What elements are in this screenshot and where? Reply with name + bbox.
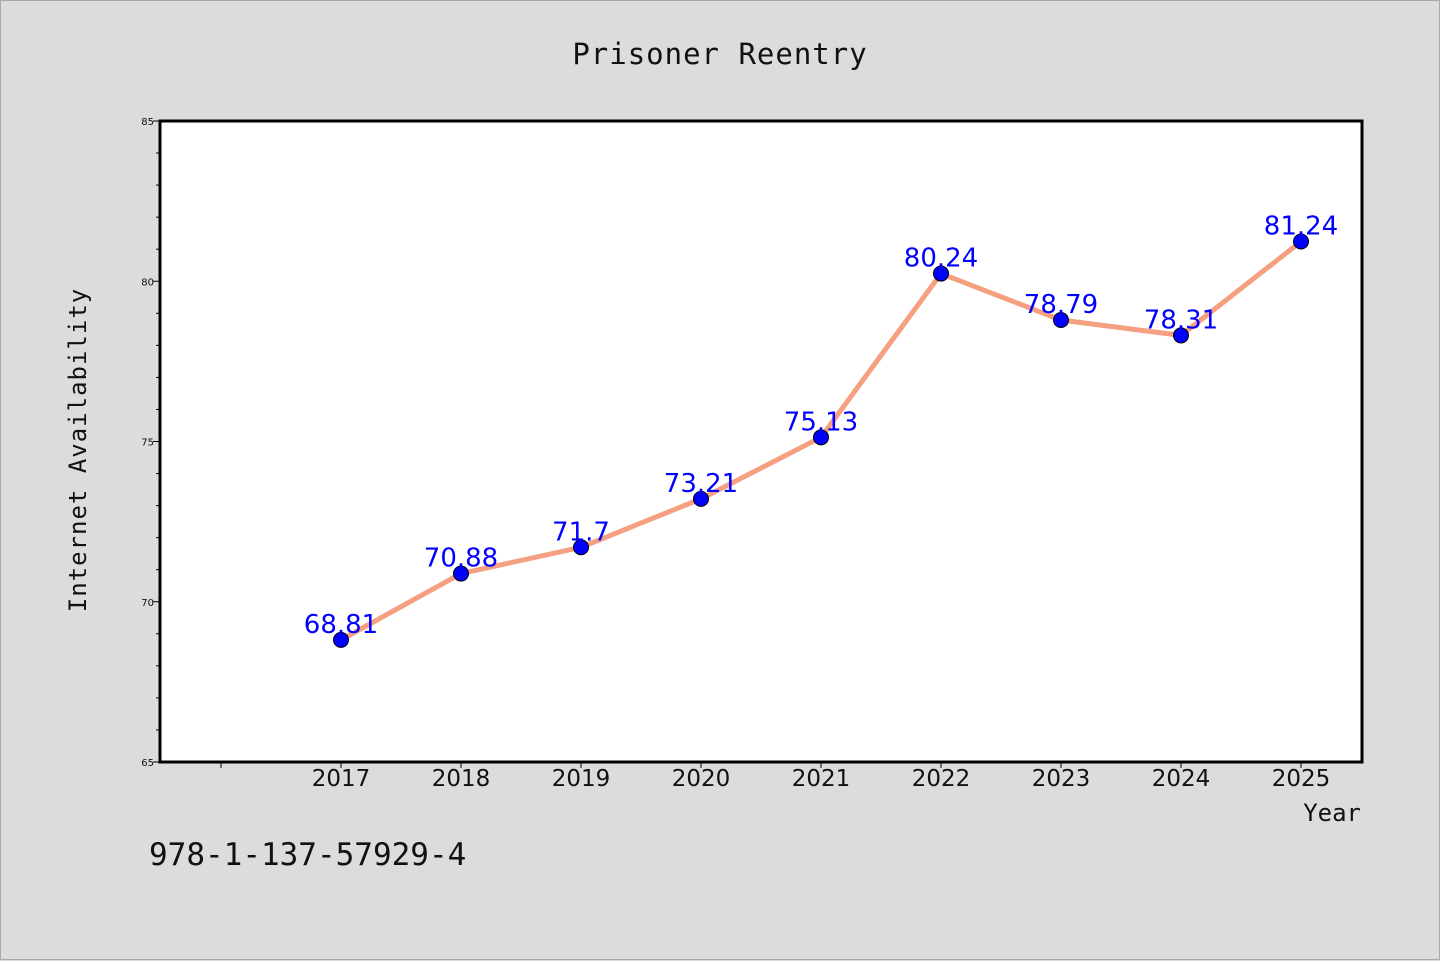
data-label: 81.24 [1264, 212, 1338, 242]
data-label: 71.7 [552, 517, 610, 547]
data-point [333, 631, 349, 648]
data-point [693, 490, 709, 507]
y-tick-label: 75 [141, 438, 154, 449]
data-label: 70.88 [424, 544, 498, 574]
data-point [813, 429, 829, 446]
x-tick-label: 2021 [792, 766, 851, 792]
chart-title: Prisoner Reentry [572, 37, 867, 71]
data-point [933, 265, 949, 282]
x-tick-label: 2022 [912, 766, 971, 792]
x-tick-label: 2017 [312, 766, 371, 792]
y-tick-label: 65 [141, 758, 154, 769]
x-tick-label: 2024 [1152, 766, 1211, 792]
data-label: 78.79 [1024, 290, 1098, 320]
series-layer: 68.81 70.88 71.7 73.21 75.13 80.24 78.79 78.31 8… [304, 212, 1338, 648]
data-point [1293, 233, 1309, 250]
y-axis: 65 70 75 80 85 [141, 117, 160, 769]
x-tick-label: 2018 [432, 766, 491, 792]
x-tick-label: 2025 [1272, 766, 1331, 792]
data-point [453, 565, 469, 582]
data-label: 73.21 [664, 469, 738, 499]
y-tick-label: 80 [141, 277, 154, 288]
x-axis: 2017 2018 2019 2020 2021 2022 2023 2024 2025 [220, 762, 1331, 792]
x-tick-label: 2020 [672, 766, 731, 792]
data-label: 75.13 [784, 407, 858, 437]
plot-frame [158, 119, 1364, 764]
data-point [573, 539, 589, 556]
y-tick-label: 70 [141, 598, 154, 609]
x-tick-label: 2023 [1032, 766, 1091, 792]
data-label: 80.24 [904, 244, 978, 274]
data-label: 68.81 [304, 610, 378, 640]
footer-isbn: 978-1-137-57929-4 [149, 837, 466, 873]
plot-area [160, 121, 1362, 762]
y-axis-label: Internet Availability [64, 288, 92, 612]
data-point [1173, 327, 1189, 344]
x-axis-label: Year [1303, 799, 1361, 827]
x-tick-label: 2019 [552, 766, 611, 792]
y-tick-label: 85 [141, 117, 154, 128]
data-label: 78.31 [1144, 305, 1218, 335]
data-point [1053, 312, 1069, 329]
